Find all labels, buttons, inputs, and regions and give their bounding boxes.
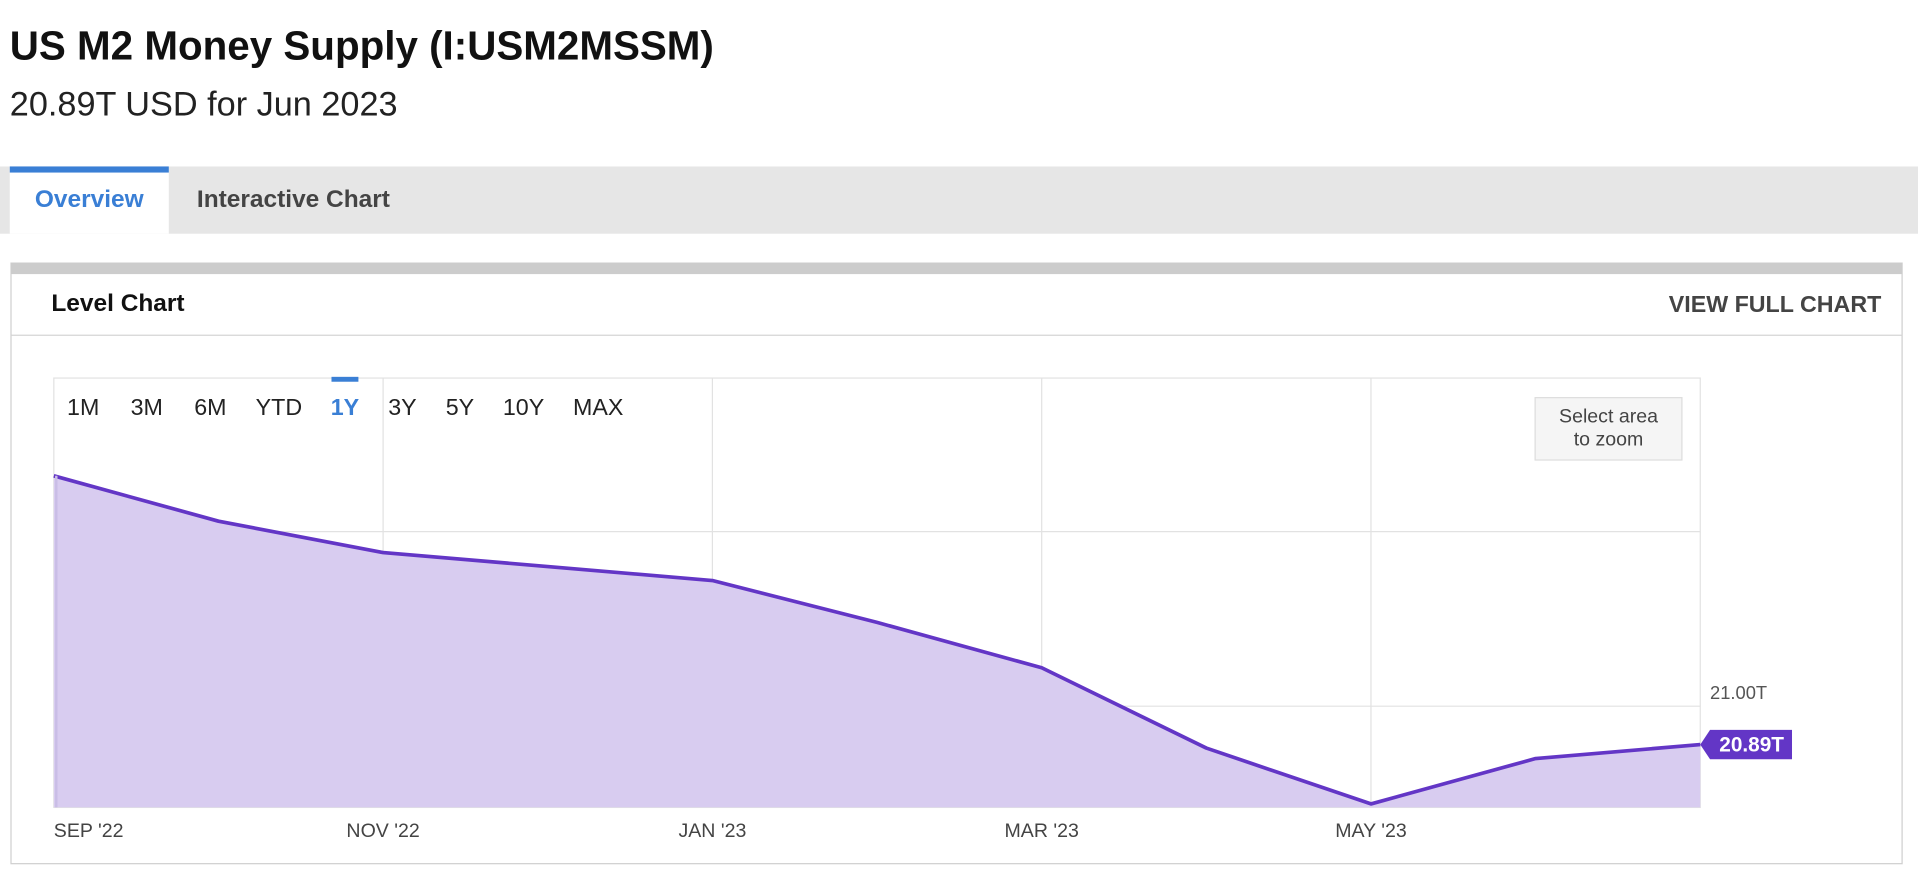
range-button[interactable]: 1M: [67, 394, 99, 420]
zoom-hint: Select area: [1559, 405, 1658, 427]
x-tick-label: MAR '23: [1004, 820, 1079, 842]
tab-active-indicator: [9, 166, 169, 173]
range-button[interactable]: MAX: [573, 394, 624, 420]
range-active-indicator: [331, 376, 359, 382]
x-tick-label: JAN '23: [678, 820, 746, 842]
x-tick-label: MAY '23: [1335, 820, 1407, 842]
tab[interactable]: Interactive Chart: [197, 186, 390, 213]
range-button[interactable]: 5Y: [446, 394, 474, 420]
card-top-band: [11, 263, 1903, 275]
card-title: Level Chart: [51, 290, 184, 317]
range-button[interactable]: YTD: [256, 394, 302, 420]
zoom-hint-box: [1534, 397, 1683, 461]
range-button[interactable]: 1Y: [331, 394, 360, 420]
view-full-chart[interactable]: VIEW FULL CHART: [1669, 291, 1882, 317]
tab-bar: [0, 166, 1918, 234]
range-button[interactable]: 10Y: [503, 394, 544, 420]
page-subtitle: 20.89T USD for Jun 2023: [10, 86, 398, 124]
x-tick-label: SEP '22: [54, 820, 124, 842]
area: [53, 475, 1701, 808]
range-button[interactable]: 6M: [194, 394, 226, 420]
tab-active-bg: [9, 166, 169, 234]
value-badge: [1700, 729, 1793, 760]
value-label: 20.89T: [1719, 733, 1784, 756]
y-tick-label: 21.00T: [1710, 682, 1767, 703]
page-title: US M2 Money Supply (I:USM2MSSM): [10, 23, 714, 69]
range-button[interactable]: 3Y: [388, 394, 416, 420]
range-button[interactable]: 3M: [131, 394, 163, 420]
line: [53, 474, 1701, 806]
x-tick-label: NOV '22: [346, 820, 419, 842]
tab[interactable]: Overview: [35, 186, 145, 213]
zoom-hint: to zoom: [1574, 429, 1644, 451]
